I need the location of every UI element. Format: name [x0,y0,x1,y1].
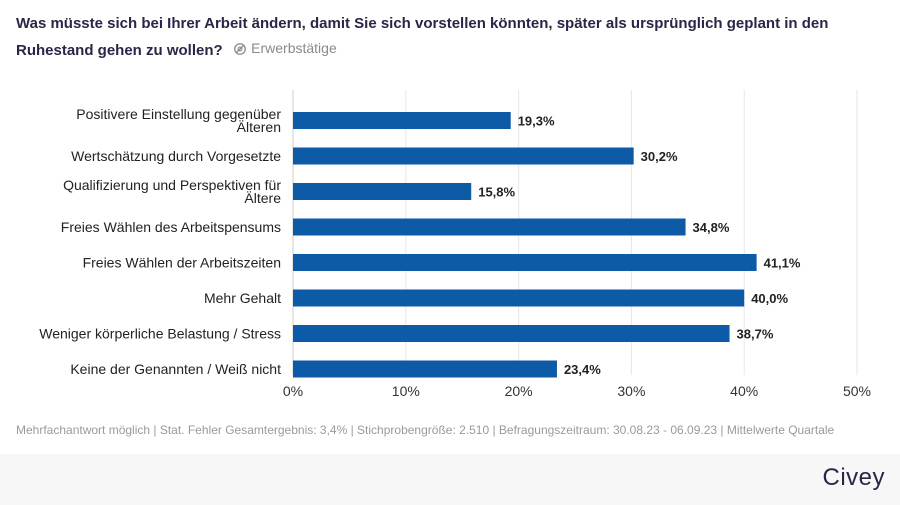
footer: Civey [0,454,900,505]
bar-value-label: 38,7% [737,327,774,342]
category-label: Mehr Gehalt [204,290,281,306]
chart-title: Was müsste sich bei Ihrer Arbeit ändern,… [16,15,829,59]
category-label: Keine der Genannten / Weiß nicht [70,361,281,377]
chart-header: Was müsste sich bei Ihrer Arbeit ändern,… [16,10,886,64]
x-tick-label: 10% [392,383,420,399]
x-tick-label: 0% [283,383,303,399]
bar-value-label: 15,8% [478,185,515,200]
category-label: Weniger körperliche Belastung / Stress [39,326,281,342]
x-tick-label: 20% [505,383,533,399]
footnote: Mehrfachantwort möglich | Stat. Fehler G… [16,423,835,437]
bar [293,254,757,271]
bar-value-label: 34,8% [693,220,730,235]
bar-value-label: 40,0% [751,291,788,306]
audience-label: Erwerbstätige [251,40,337,56]
category-label: Freies Wählen der Arbeitszeiten [83,255,281,271]
bar [293,147,634,165]
x-tick-label: 30% [617,383,645,399]
bar-chart: 0% 10% 20% 30% 40% 50% 19,3% Positivere Einstel… [39,90,871,399]
x-tick-label: 50% [843,383,871,399]
audience-filter: Erwerbstätige [233,40,337,56]
filter-icon [234,43,247,55]
bar [293,218,686,236]
civey-logo: Civey [822,464,885,491]
bar [293,325,730,342]
bar-value-label: 41,1% [764,256,801,271]
category-label: Wertschätzung durch Vorgesetzte [71,148,281,164]
bar-value-label: 23,4% [564,362,601,377]
category-label: Positivere Einstellung gegenüber Älteren [76,106,281,135]
x-tick-label: 40% [730,383,758,399]
bar [293,360,557,378]
bar-value-label: 30,2% [641,149,678,164]
bar-value-label: 19,3% [518,114,555,129]
category-label: Qualifizierung und Perspektiven für Älter… [63,177,281,206]
category-label: Freies Wählen des Arbeitspensums [61,219,281,235]
bar [293,183,472,200]
bar [293,289,745,307]
bar [293,112,511,129]
